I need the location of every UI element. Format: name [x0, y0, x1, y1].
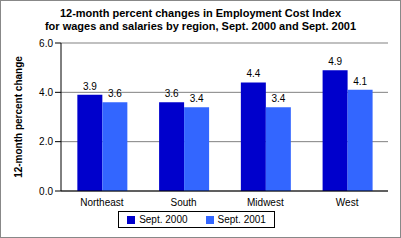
svg-text:4.1: 4.1 [353, 76, 367, 87]
svg-text:4.4: 4.4 [246, 68, 260, 79]
html-text:Sept. 2001: Sept. 2001 [217, 214, 266, 225]
svg-text:4.9: 4.9 [328, 56, 342, 67]
html-text:Sept. 2000: Sept. 2000 [139, 214, 188, 225]
svg-text:12-month percent change: 12-month percent change [13, 56, 24, 178]
svg-text:Midwest: Midwest [247, 197, 284, 208]
svg-text:6.0: 6.0 [39, 38, 53, 49]
svg-text:0.0: 0.0 [39, 186, 53, 197]
svg-text:2.0: 2.0 [39, 136, 53, 147]
svg-text:West: West [336, 197, 359, 208]
svg-text:South: South [171, 197, 197, 208]
svg-text:4.0: 4.0 [39, 87, 53, 98]
svg-text:3.6: 3.6 [165, 88, 179, 99]
svg-text:3.4: 3.4 [271, 93, 285, 104]
svg-text:3.4: 3.4 [190, 93, 204, 104]
html-text:for wages and salaries by regi: for wages and salaries by region, Sept. … [44, 20, 357, 32]
html-text:12-month percent changes in Em: 12-month percent changes in Employment C… [59, 7, 342, 19]
svg-text:3.6: 3.6 [108, 88, 122, 99]
svg-text:3.9: 3.9 [83, 81, 97, 92]
svg-text:Northeast: Northeast [80, 197, 124, 208]
